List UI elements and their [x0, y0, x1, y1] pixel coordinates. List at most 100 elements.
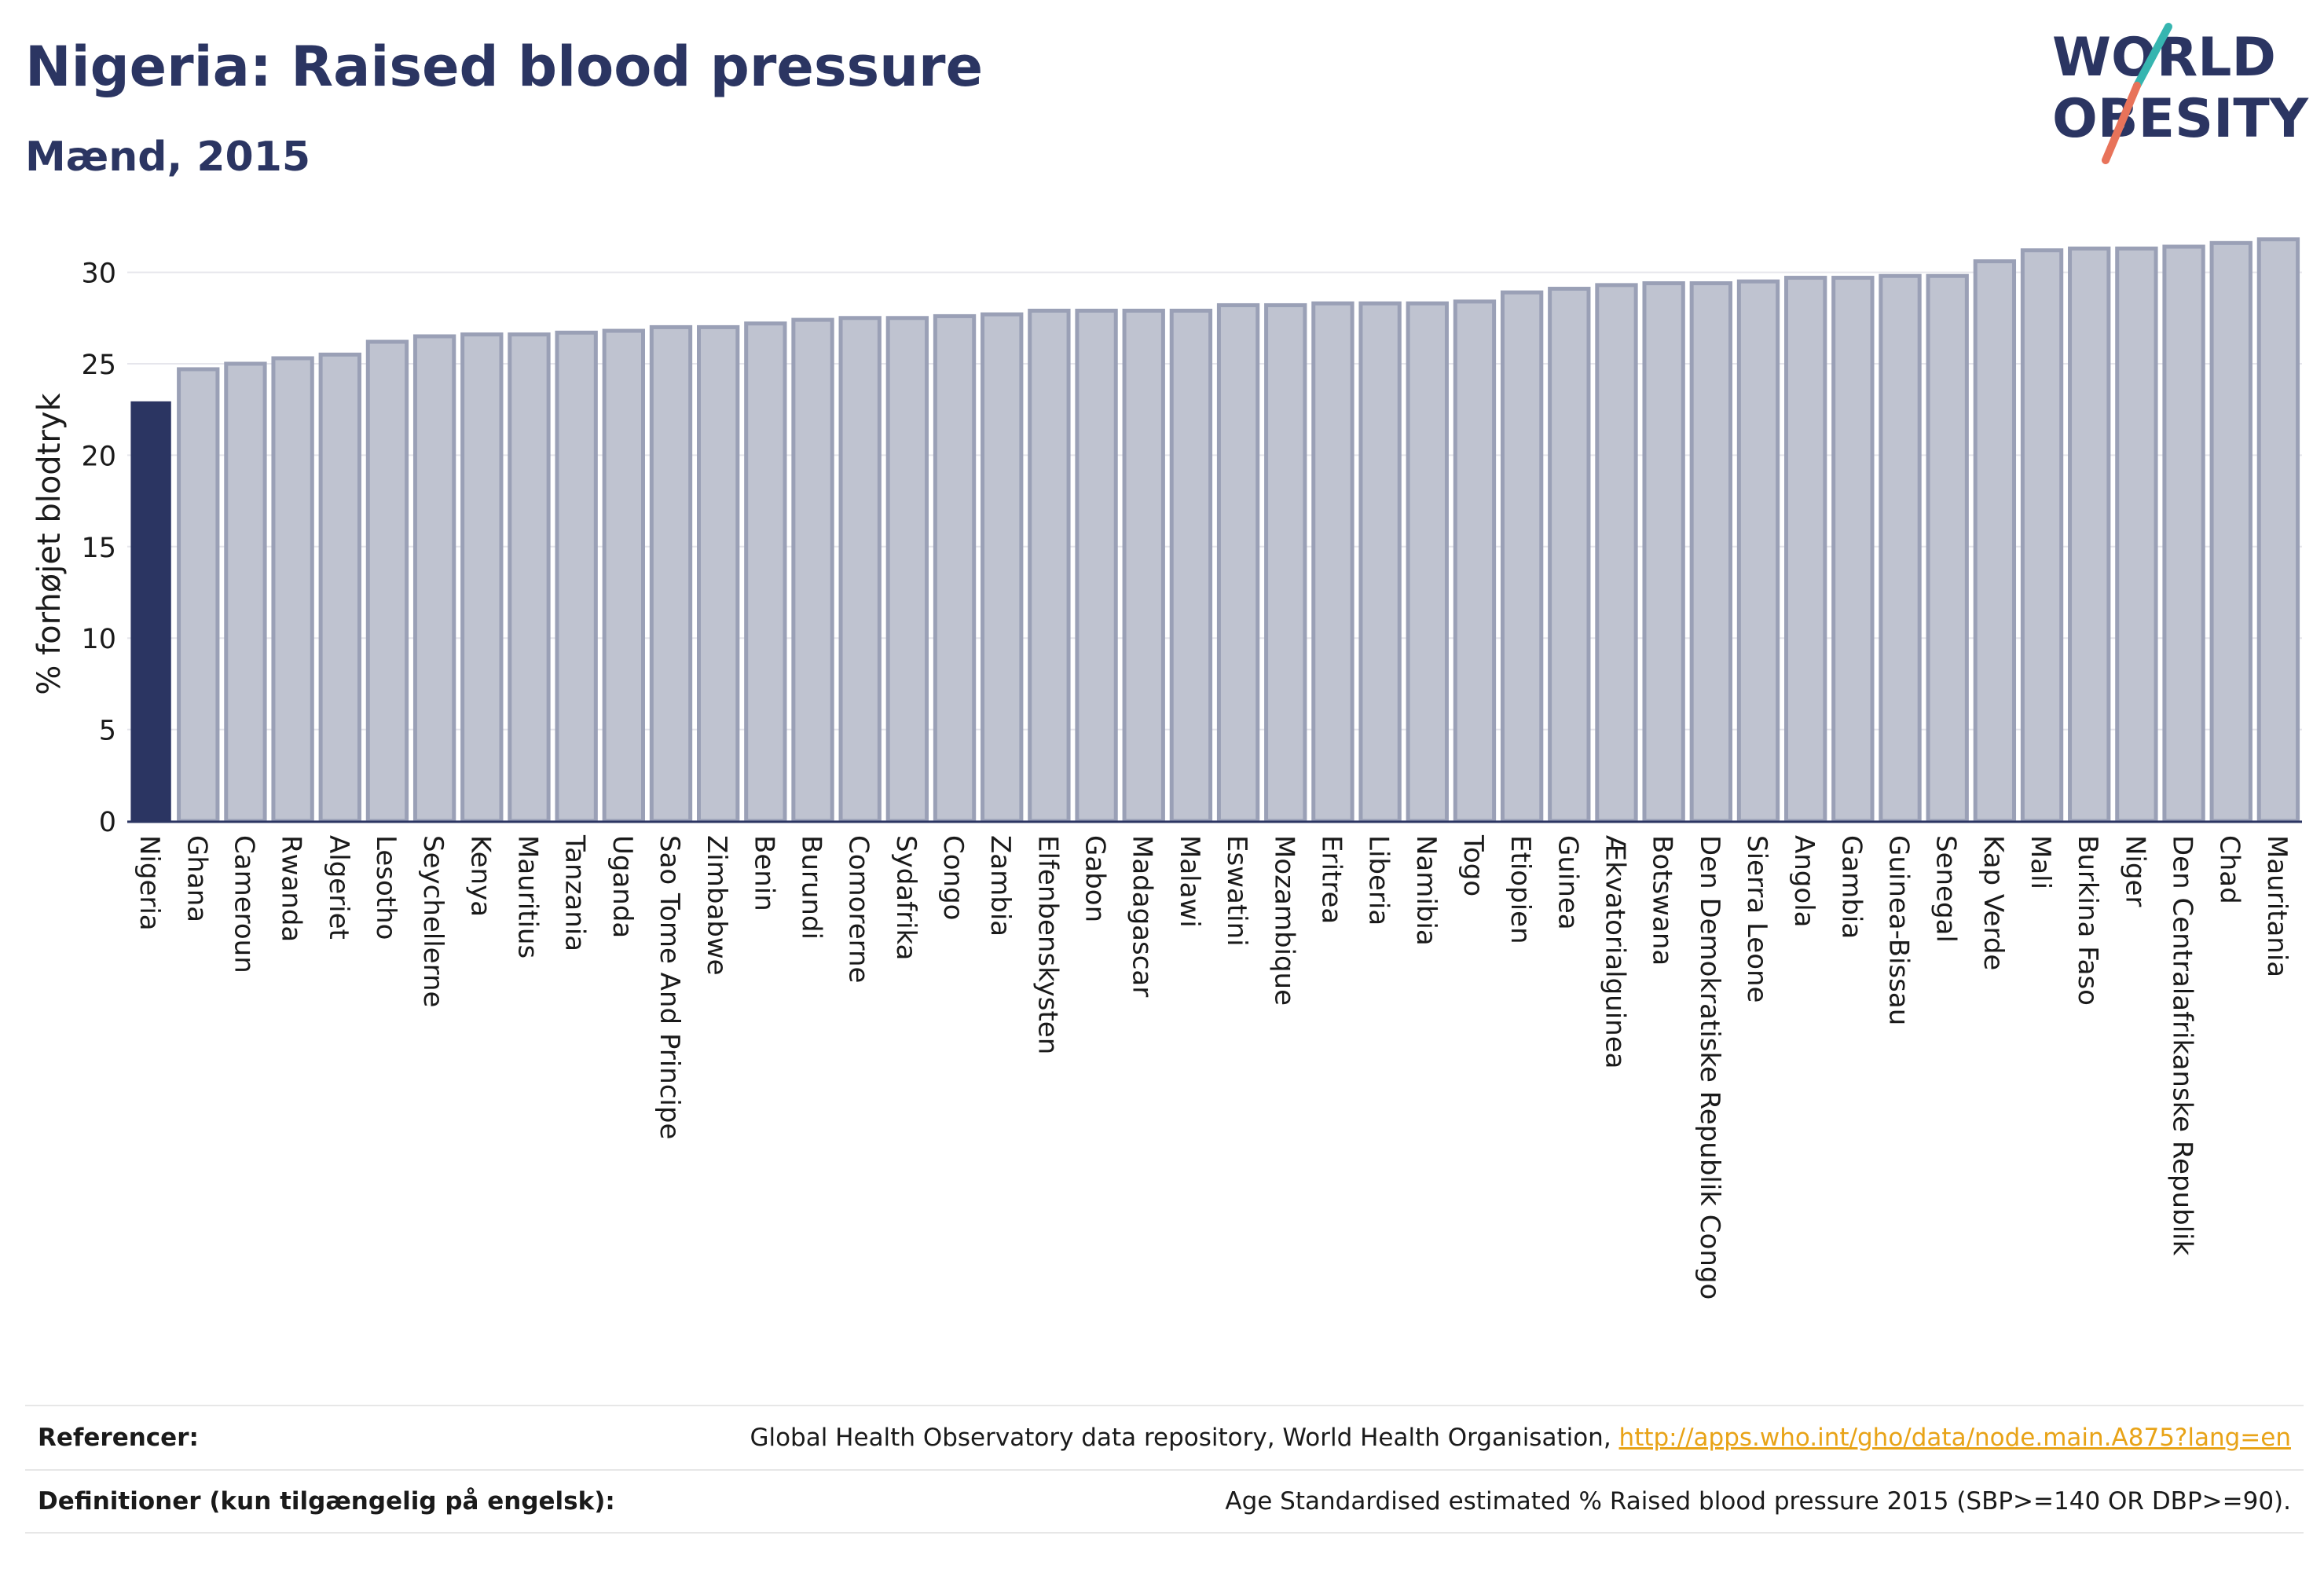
references-label: Referencer: [38, 1424, 199, 1452]
x-tick-label: Guinea [1552, 835, 1583, 930]
chart-subtitle: Mænd, 2015 [25, 134, 311, 181]
bar [1028, 308, 1071, 823]
bars [130, 237, 2300, 823]
bar [2068, 246, 2111, 823]
x-tick-label: Kap Verde [1978, 835, 2009, 970]
bar [1831, 276, 1875, 823]
bar [1500, 290, 1544, 823]
bar [1169, 308, 1213, 823]
x-tick-label: Guinea-Bissau [1883, 835, 1915, 1025]
bar [1406, 301, 1449, 823]
x-tick-label: Liberia [1363, 835, 1395, 925]
bar [1595, 283, 1638, 823]
bar [791, 317, 834, 823]
x-tick-label: Ghana [181, 835, 212, 922]
bar [2162, 244, 2205, 823]
y-tick-label: 10 [81, 624, 116, 655]
x-tick-label: Senegal [1930, 835, 1962, 943]
y-tick-label: 25 [81, 350, 116, 381]
x-tick-label: Burkina Faso [2072, 835, 2103, 1006]
bar [1358, 301, 1402, 823]
x-tick-label: Sydafrika [890, 835, 922, 960]
x-tick-label: Zambia [984, 835, 1016, 936]
bar [177, 367, 220, 823]
bar-chart: 0 5 10 15 20 25 30 Nigeria Ghana Cameroun Rwanda A… [31, 237, 2302, 1299]
x-tick-label: Angola [1788, 835, 1820, 927]
logo-line-2: OBESITY [2052, 88, 2309, 150]
bar [697, 324, 740, 823]
bar [838, 316, 882, 823]
x-tick-label: Eswatini [1221, 835, 1252, 947]
world-obesity-logo: WORLD OBESITY [2052, 23, 2309, 164]
x-tick-label: Mauritius [511, 835, 543, 958]
bar [1216, 302, 1260, 823]
x-tick-label: Zimbabwe [701, 835, 732, 976]
bar [130, 401, 171, 822]
x-tick-label: Comorerne [843, 835, 874, 983]
y-axis-ticks: 0 5 10 15 20 25 30 [81, 258, 116, 838]
bar [981, 312, 1024, 823]
bar [649, 324, 693, 823]
bar [224, 361, 267, 823]
bar [1264, 302, 1307, 823]
x-tick-label: Congo [937, 835, 969, 920]
y-tick-label: 0 [99, 807, 116, 838]
bar [412, 334, 456, 823]
references-value: Global Health Observatory data repositor… [750, 1424, 2291, 1452]
x-tick-label: Elfenbenskysten [1032, 835, 1063, 1054]
bar [318, 352, 361, 823]
x-tick-label: Kenya [464, 835, 496, 917]
bar [508, 332, 551, 823]
definitions-row: Definitioner (kun tilgængelig på engelsk… [25, 1469, 2304, 1534]
bar [1926, 273, 1969, 823]
x-tick-label: Tanzania [559, 834, 591, 951]
bar [2115, 246, 2158, 823]
y-tick-label: 20 [81, 441, 116, 472]
references-text: Global Health Observatory data repositor… [750, 1424, 1619, 1452]
x-tick-label: Sao Tome And Principe [654, 835, 685, 1139]
bar [271, 356, 314, 823]
bar [1973, 259, 2017, 823]
y-axis-title: % forhøjet blodtryk [31, 393, 68, 695]
y-tick-label: 30 [81, 258, 116, 290]
bar [2256, 237, 2300, 823]
x-tick-label: Eritrea [1315, 835, 1347, 924]
bar [2209, 240, 2253, 823]
bar [602, 328, 645, 823]
bar [744, 321, 787, 823]
bar [1453, 299, 1497, 823]
x-tick-label: Seychellerne [417, 835, 449, 1007]
definitions-text: Age Standardised estimated % Raised bloo… [1225, 1487, 2291, 1516]
x-tick-label: Sierra Leone [1741, 835, 1772, 1002]
x-tick-label: Den Demokratiske Republik Congo [1694, 835, 1725, 1299]
x-tick-label: Chad [2214, 835, 2245, 904]
x-tick-label: Cameroun [228, 835, 259, 973]
x-tick-label: Rwanda [276, 835, 307, 942]
logo-slash-teal [2133, 23, 2172, 90]
x-tick-label: Botswana [1647, 835, 1678, 966]
references-link[interactable]: http://apps.who.int/gho/data/node.main.A… [1618, 1424, 2291, 1452]
x-tick-label: Mauritania [2261, 835, 2293, 977]
bar [1879, 273, 1922, 823]
logo-slash-coral [2102, 82, 2141, 164]
references-row: Referencer: Global Health Observatory da… [25, 1405, 2304, 1469]
chart-title: Nigeria: Raised blood pressure [25, 35, 984, 99]
bar [1122, 308, 1165, 823]
x-tick-label: Gambia [1835, 835, 1867, 939]
x-tick-label: Benin [748, 835, 779, 911]
x-tick-label: Nigeria [134, 835, 165, 931]
y-tick-label: 15 [81, 533, 116, 564]
bar [1689, 281, 1732, 823]
bar [460, 332, 504, 823]
x-tick-label: Uganda [607, 835, 638, 938]
x-tick-label: Etiopien [1505, 835, 1536, 944]
x-tick-label: Den Centralafrikanske Republik [2167, 835, 2198, 1255]
x-tick-label: Gabon [1080, 835, 1111, 922]
x-tick-label: Burundi [796, 835, 827, 940]
x-tick-label: Lesotho [370, 835, 401, 940]
x-tick-label: Mali [2025, 835, 2056, 889]
y-tick-label: 5 [99, 716, 116, 747]
bar [1642, 281, 1685, 823]
x-tick-label: Madagascar [1127, 835, 1158, 997]
x-tick-label: Algeriet [323, 835, 354, 940]
